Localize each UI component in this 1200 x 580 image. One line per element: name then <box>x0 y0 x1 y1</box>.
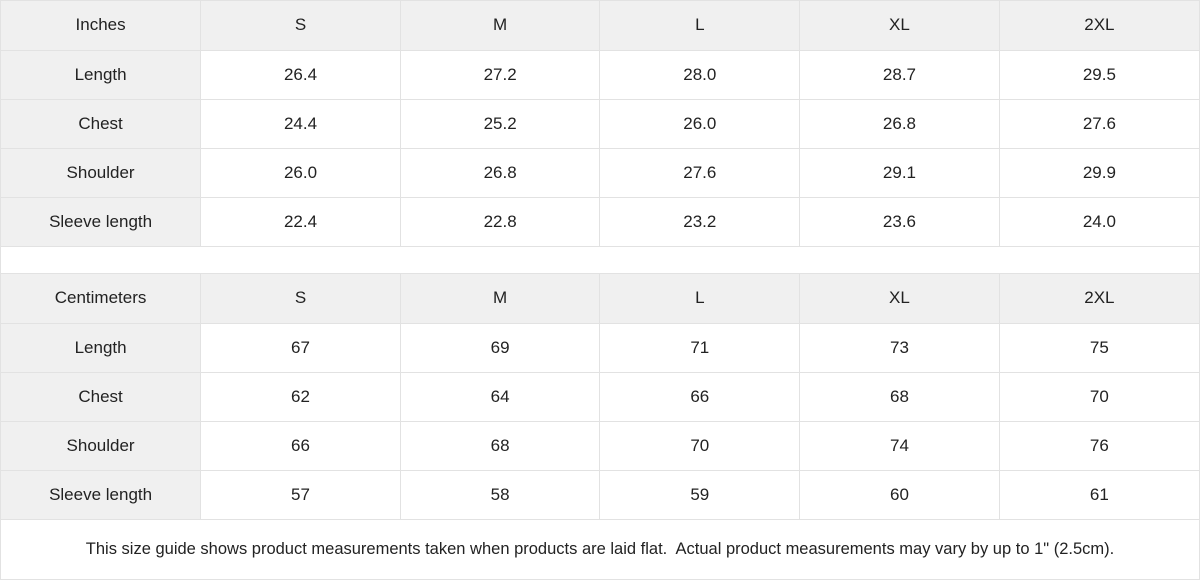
measurement-value: 26.8 <box>399 147 601 198</box>
measurement-value: 62 <box>200 371 401 422</box>
size-column-header: M <box>399 0 601 51</box>
measurement-value: 64 <box>399 371 601 422</box>
measurement-value: 23.2 <box>599 196 801 247</box>
measurement-value: 59 <box>599 469 801 520</box>
measurement-value: 68 <box>799 371 1000 422</box>
measurement-value: 61 <box>998 469 1200 520</box>
inches-size-table: Inches S M L XL 2XL Length 26.4 27.2 28.0 28.7 29.5… <box>0 0 1200 247</box>
measurement-label: Shoulder <box>0 147 202 198</box>
measurement-value: 67 <box>200 322 401 373</box>
size-column-header: S <box>200 0 401 51</box>
table-gap <box>1 246 1199 274</box>
measurement-label: Sleeve length <box>0 196 202 247</box>
measurement-label: Chest <box>0 98 202 149</box>
size-column-header: L <box>599 273 801 324</box>
measurement-value: 68 <box>399 420 601 471</box>
measurement-label: Sleeve length <box>0 469 202 520</box>
unit-header: Centimeters <box>0 273 202 324</box>
measurement-value: 26.8 <box>799 98 1000 149</box>
measurement-value: 29.1 <box>799 147 1000 198</box>
measurement-label: Length <box>0 322 202 373</box>
measurement-value: 22.4 <box>200 196 401 247</box>
size-column-header: M <box>399 273 601 324</box>
measurement-value: 27.6 <box>998 98 1200 149</box>
measurement-row: Chest 62 64 66 68 70 <box>0 371 1200 422</box>
measurement-value: 73 <box>799 322 1000 373</box>
measurement-value: 74 <box>799 420 1000 471</box>
measurement-row: Length 26.4 27.2 28.0 28.7 29.5 <box>0 49 1200 100</box>
measurement-value: 28.0 <box>599 49 801 100</box>
size-header-row: Centimeters S M L XL 2XL <box>0 273 1200 324</box>
measurement-value: 70 <box>998 371 1200 422</box>
measurement-value: 26.4 <box>200 49 401 100</box>
measurement-row: Sleeve length 22.4 22.8 23.2 23.6 24.0 <box>0 196 1200 247</box>
measurement-value: 23.6 <box>799 196 1000 247</box>
measurement-value: 24.4 <box>200 98 401 149</box>
size-column-header: XL <box>799 273 1000 324</box>
measurement-row: Length 67 69 71 73 75 <box>0 322 1200 373</box>
measurement-value: 71 <box>599 322 801 373</box>
measurement-row: Shoulder 26.0 26.8 27.6 29.1 29.9 <box>0 147 1200 198</box>
measurement-value: 57 <box>200 469 401 520</box>
size-column-header: 2XL <box>998 273 1200 324</box>
measurement-value: 76 <box>998 420 1200 471</box>
measurement-label: Length <box>0 49 202 100</box>
measurement-value: 66 <box>599 371 801 422</box>
measurement-value: 27.6 <box>599 147 801 198</box>
size-header-row: Inches S M L XL 2XL <box>0 0 1200 51</box>
unit-header: Inches <box>0 0 202 51</box>
measurement-value: 29.5 <box>998 49 1200 100</box>
measurement-value: 60 <box>799 469 1000 520</box>
measurement-value: 22.8 <box>399 196 601 247</box>
measurement-row: Shoulder 66 68 70 74 76 <box>0 420 1200 471</box>
measurement-value: 75 <box>998 322 1200 373</box>
measurement-row: Sleeve length 57 58 59 60 61 <box>0 469 1200 520</box>
size-column-header: S <box>200 273 401 324</box>
size-column-header: L <box>599 0 801 51</box>
measurement-value: 69 <box>399 322 601 373</box>
measurement-label: Shoulder <box>0 420 202 471</box>
size-column-header: 2XL <box>998 0 1200 51</box>
centimeters-size-table: Centimeters S M L XL 2XL Length 67 69 71 73 75 Chest… <box>0 273 1200 520</box>
measurement-value: 25.2 <box>399 98 601 149</box>
measurement-value: 70 <box>599 420 801 471</box>
size-guide-note: This size guide shows product measuremen… <box>1 519 1199 579</box>
measurement-label: Chest <box>0 371 202 422</box>
measurement-value: 26.0 <box>200 147 401 198</box>
measurement-row: Chest 24.4 25.2 26.0 26.8 27.6 <box>0 98 1200 149</box>
measurement-value: 29.9 <box>998 147 1200 198</box>
measurement-value: 66 <box>200 420 401 471</box>
measurement-value: 26.0 <box>599 98 801 149</box>
measurement-value: 24.0 <box>998 196 1200 247</box>
size-column-header: XL <box>799 0 1000 51</box>
measurement-value: 28.7 <box>799 49 1000 100</box>
measurement-value: 27.2 <box>399 49 601 100</box>
measurement-value: 58 <box>399 469 601 520</box>
